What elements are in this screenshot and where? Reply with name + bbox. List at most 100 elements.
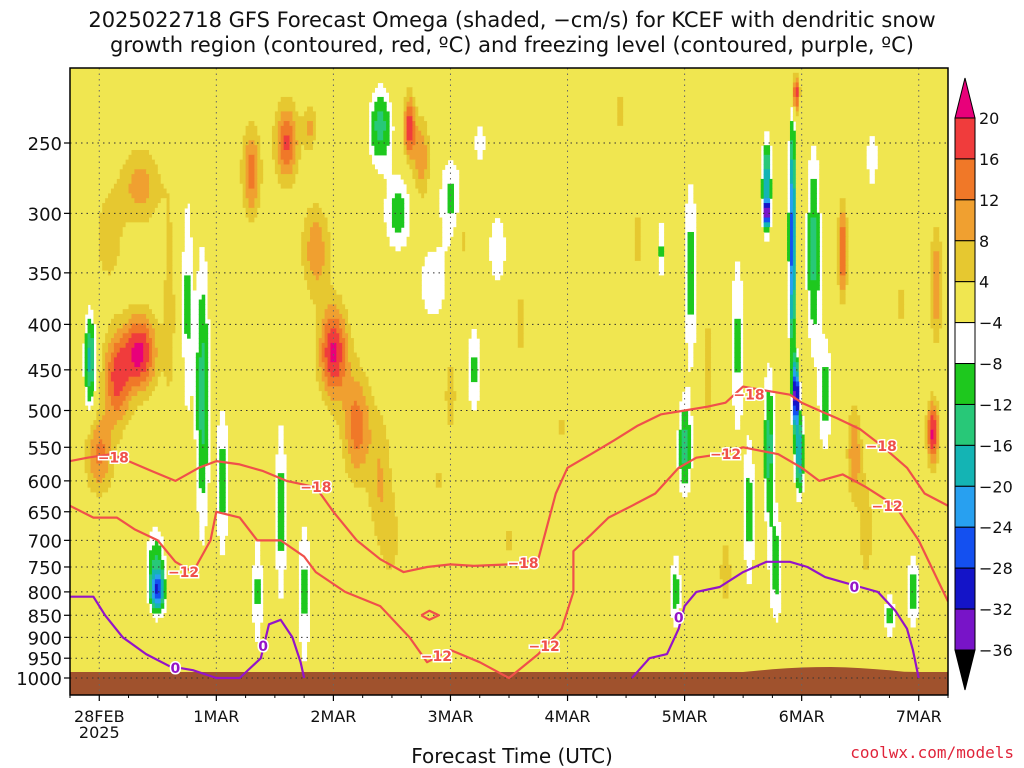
omega-cell — [795, 289, 809, 296]
omega-cell — [102, 265, 115, 272]
omega-cell — [271, 149, 279, 156]
omega-cell — [816, 145, 867, 151]
omega-cell — [927, 439, 932, 445]
omega-cell — [198, 449, 209, 455]
omega-cell — [687, 294, 694, 301]
omega-cell — [462, 231, 466, 238]
omega-cell — [277, 130, 282, 137]
omega-cell — [195, 400, 200, 407]
omega-cell — [787, 212, 791, 219]
omega-cell — [228, 487, 276, 494]
omega-cell — [640, 251, 659, 257]
omega-cell — [766, 506, 773, 513]
omega-cell — [930, 318, 943, 325]
omega-cell — [819, 174, 870, 180]
omega-cell — [792, 371, 797, 378]
omega-cell — [927, 434, 932, 440]
omega-cell — [412, 174, 419, 180]
omega-cell — [283, 135, 291, 141]
omega-cell — [348, 338, 355, 344]
omega-cell — [942, 313, 948, 320]
omega-cell — [403, 135, 408, 141]
omega-cell — [70, 313, 86, 320]
omega-cell — [503, 227, 636, 233]
omega-cell — [204, 405, 209, 412]
omega-cell — [836, 231, 841, 238]
omega-cell — [210, 395, 323, 402]
omega-cell — [166, 265, 174, 272]
omega-cell — [263, 564, 276, 571]
omega-cell — [301, 241, 308, 248]
omega-cell — [804, 424, 820, 431]
omega-cell — [687, 256, 694, 262]
omega-cell — [286, 535, 302, 542]
omega-cell — [775, 405, 791, 412]
omega-cell — [798, 424, 803, 431]
omega-cell — [936, 463, 948, 469]
omega-cell — [719, 569, 733, 576]
omega-cell — [70, 77, 794, 84]
omega-cell — [90, 424, 97, 431]
omega-cell — [403, 116, 408, 122]
omega-cell — [795, 101, 800, 108]
omega-cell — [444, 285, 686, 291]
omega-cell — [113, 347, 121, 354]
omega-cell — [154, 371, 162, 378]
omega-cell — [789, 275, 794, 281]
omega-cell — [687, 434, 692, 440]
omega-cell — [500, 217, 636, 223]
omega-cell — [939, 439, 948, 445]
omega-cell — [798, 111, 948, 117]
omega-cell — [728, 588, 771, 595]
omega-cell — [380, 550, 399, 556]
omega-cell — [151, 584, 156, 590]
omega-cell — [942, 275, 948, 281]
omega-cell — [195, 424, 200, 431]
omega-cell — [339, 318, 346, 325]
omega-cell — [207, 289, 311, 296]
omega-cell — [693, 463, 744, 469]
omega-cell — [122, 231, 168, 238]
omega-cell — [146, 362, 153, 368]
omega-cell — [157, 381, 168, 387]
omega-cell — [312, 203, 320, 209]
omega-cell — [795, 96, 800, 103]
omega-cell — [330, 265, 422, 272]
omega-cell — [746, 482, 753, 489]
omega-cell — [778, 502, 855, 508]
omega-cell — [848, 429, 853, 436]
omega-cell — [751, 559, 768, 566]
omega-cell — [283, 579, 299, 585]
omega-cell — [789, 231, 794, 238]
omega-cell — [371, 121, 375, 127]
omega-cell — [781, 550, 861, 556]
omega-cell — [403, 149, 408, 156]
omega-cell — [927, 400, 932, 407]
omega-cell — [482, 154, 762, 161]
omega-cell — [845, 270, 850, 276]
omega-cell — [936, 453, 940, 460]
omega-cell — [371, 111, 378, 117]
omega-cell — [228, 453, 276, 460]
omega-cell — [634, 241, 642, 248]
omega-cell — [795, 140, 870, 146]
omega-cell — [763, 222, 771, 228]
omega-cell — [751, 569, 771, 576]
omega-cell — [424, 174, 431, 180]
omega-cell — [930, 420, 937, 426]
omega-cell — [895, 608, 908, 614]
omega-cell — [696, 304, 733, 310]
omega-cell — [775, 497, 797, 503]
omega-cell — [722, 593, 730, 600]
omega-cell — [140, 362, 147, 368]
omega-cell — [459, 174, 762, 180]
credit-link[interactable]: coolwx.com/models — [850, 743, 1014, 762]
omega-cell — [690, 473, 744, 479]
omega-cell — [453, 227, 493, 233]
omega-cell — [210, 362, 317, 368]
omega-cell — [70, 429, 92, 436]
omega-cell — [789, 313, 794, 320]
omega-cell — [789, 304, 794, 310]
omega-cell — [184, 294, 191, 301]
omega-cell — [772, 159, 788, 166]
